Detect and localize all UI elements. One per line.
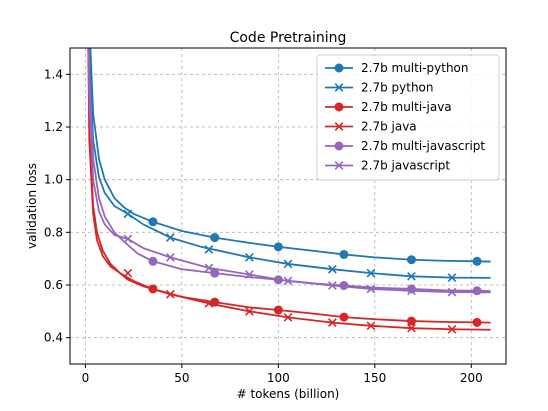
legend-marker <box>334 161 344 170</box>
y-axis-label: validation loss <box>25 163 39 249</box>
legend-entry: 2.7b javascript <box>361 159 450 173</box>
x-tick-label: 50 <box>174 371 189 385</box>
legend-entry: 2.7b multi-python <box>361 61 469 75</box>
data-point <box>245 252 254 262</box>
x-tick-label: 200 <box>460 371 483 385</box>
data-point <box>204 245 214 254</box>
data-point <box>328 318 337 328</box>
y-tick-label: 1.0 <box>44 173 63 187</box>
data-point <box>283 259 293 269</box>
data-point <box>472 317 482 327</box>
legend-marker <box>334 102 344 112</box>
data-point <box>210 233 220 243</box>
data-point <box>328 264 337 274</box>
legend-marker <box>334 141 344 151</box>
plot-frame <box>69 47 507 365</box>
data-point <box>273 275 283 285</box>
data-point <box>148 217 158 227</box>
x-tick-label: 100 <box>267 371 290 385</box>
legend-marker <box>334 63 344 73</box>
data-point <box>165 252 175 262</box>
data-point <box>148 284 158 294</box>
y-tick-label: 1.4 <box>44 67 63 81</box>
data-point <box>407 323 416 333</box>
data-point <box>447 287 457 297</box>
legend-marker <box>334 122 344 131</box>
y-tick-label: 0.4 <box>44 331 63 345</box>
data-point <box>447 273 457 282</box>
legend-entry: 2.7b multi-java <box>361 100 452 114</box>
data-point <box>123 209 133 219</box>
data-point <box>245 270 254 279</box>
data-point <box>406 316 416 326</box>
data-point <box>407 271 416 281</box>
x-tick-label: 0 <box>82 371 90 385</box>
series-line-2 <box>87 48 491 324</box>
data-point <box>472 286 482 296</box>
data-point <box>339 281 349 291</box>
legend: 2.7b multi-python 2.7b python 2.7b multi-j… <box>316 54 500 181</box>
legend-entry: 2.7b java <box>361 120 417 134</box>
legend-box <box>316 54 500 181</box>
data-point <box>366 284 376 294</box>
x-axis-label: # tokens (billion) <box>237 387 340 401</box>
legend-entry: 2.7b multi-javascript <box>361 139 485 153</box>
y-tick-label: 0.8 <box>44 225 63 239</box>
data-point <box>165 233 175 242</box>
y-tick-label: 0.6 <box>44 278 63 292</box>
data-point <box>165 289 175 299</box>
data-point <box>245 306 254 316</box>
data-point <box>283 276 293 286</box>
data-point <box>406 284 416 294</box>
data-point <box>328 281 337 290</box>
data-point <box>472 256 482 266</box>
data-point <box>283 313 293 322</box>
data-point <box>339 249 349 259</box>
data-point <box>366 321 376 331</box>
legend-marker <box>334 83 344 92</box>
data-point <box>123 268 133 278</box>
data-point <box>339 312 349 322</box>
data-point <box>148 256 158 266</box>
data-point <box>366 268 376 278</box>
chart-title: Code Pretraining <box>230 30 347 46</box>
data-point <box>204 263 214 273</box>
x-tick-label: 150 <box>363 371 386 385</box>
data-point <box>406 255 416 265</box>
axis-ticks: 0 50 100 150 200 0.4 0.6 0.8 1.0 1.2 1.4 <box>44 67 483 385</box>
data-point <box>447 324 457 334</box>
data-point <box>273 305 283 315</box>
data-point <box>407 286 416 296</box>
series-line-4 <box>88 48 491 292</box>
y-tick-label: 1.2 <box>44 120 63 134</box>
data-point <box>204 299 214 308</box>
legend-entry: 2.7b python <box>361 81 434 95</box>
data-point <box>123 234 133 244</box>
series-line-0 <box>89 48 491 263</box>
data-point <box>273 242 283 252</box>
markers-group <box>123 209 482 334</box>
